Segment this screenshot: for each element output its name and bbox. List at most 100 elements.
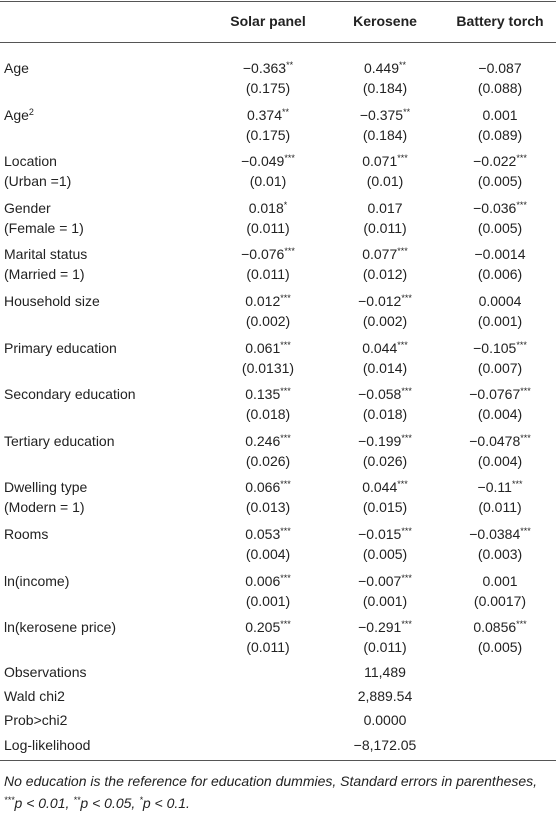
- row-label-text: Rooms: [4, 526, 49, 542]
- coef-value: −0.007: [358, 572, 402, 589]
- stat-label: Log-likelihood: [4, 737, 91, 753]
- coef-value: 0.0004: [478, 293, 522, 309]
- coefficient: 0.061***: [245, 339, 291, 357]
- header-rule: [0, 42, 556, 43]
- coef-value: 0.053: [245, 526, 281, 542]
- std-error: (0.003): [477, 546, 523, 562]
- row-label: Marital status: [4, 245, 87, 263]
- significance: ***: [284, 246, 295, 257]
- row-label-text: ln(income): [4, 572, 70, 589]
- row-label: Gender: [4, 199, 51, 217]
- coef-value: −0.049: [241, 153, 285, 170]
- std-error: (0.089): [477, 126, 523, 143]
- row-label-text: Location: [4, 153, 57, 170]
- coefficient: −0.007***: [358, 572, 412, 590]
- coefficient: 0.001: [482, 106, 517, 124]
- coefficient: 0.044***: [362, 478, 408, 496]
- coef-value: −0.076: [241, 246, 285, 263]
- coef-value: −0.0384: [469, 526, 521, 542]
- significance: ***: [520, 432, 531, 443]
- coef-value: 0.044: [362, 479, 398, 496]
- coef-value: 0.044: [362, 339, 398, 356]
- significance: ***: [280, 386, 291, 397]
- row-label-note: (Modern = 1): [4, 499, 85, 516]
- row-label: Dwelling type: [4, 478, 87, 496]
- coef-value: 0.205: [245, 619, 281, 636]
- coefficient: −0.087: [478, 59, 521, 77]
- row-label-text: Age: [4, 106, 29, 123]
- top-rule: [0, 1, 556, 2]
- coefficient: −0.076***: [241, 245, 295, 263]
- std-error: (0.011): [363, 639, 407, 656]
- coefficient: 0.071***: [362, 152, 408, 170]
- row-label-text: Tertiary education: [4, 432, 115, 449]
- significance: ***: [401, 432, 412, 443]
- significance: ***: [280, 293, 291, 303]
- std-error: (0.01): [366, 173, 404, 190]
- coef-value: 0.0856: [473, 619, 517, 636]
- bottom-rule: [0, 760, 556, 761]
- coef-value: 0.006: [245, 572, 281, 589]
- coef-value: −0.058: [358, 386, 402, 403]
- std-error: (0.015): [362, 499, 408, 516]
- std-error: (0.001): [477, 313, 523, 329]
- stat-value: −8,172.05: [353, 737, 417, 753]
- footnote-stars: ***: [4, 795, 15, 805]
- std-error: (0.018): [245, 406, 291, 423]
- std-error: (0.002): [245, 313, 291, 329]
- row-label: Household size: [4, 292, 100, 310]
- std-error: (0.184): [362, 80, 408, 96]
- std-error: (0.004): [477, 406, 523, 423]
- footnote-note: p < 0.05,: [80, 795, 136, 811]
- significance: **: [282, 106, 290, 117]
- coefficient: 0.0004: [479, 292, 522, 310]
- significance: ***: [401, 572, 412, 583]
- coefficient: 0.017: [367, 199, 402, 217]
- row-label-text: Marital status: [4, 246, 88, 263]
- significance: ***: [280, 526, 291, 536]
- row-label-text: Gender: [4, 199, 51, 216]
- coefficient: −0.049***: [241, 152, 295, 170]
- row-label-text: Household size: [4, 293, 100, 309]
- footnote-stars: **: [73, 795, 81, 805]
- coef-value: −0.0014: [474, 246, 526, 263]
- coef-value: 0.066: [245, 479, 281, 496]
- significance: ***: [516, 153, 527, 164]
- std-error: (0.011): [363, 219, 407, 236]
- std-error: (0.001): [362, 592, 408, 609]
- footnote-note: p < 0.1.: [142, 795, 190, 811]
- coef-value: −0.105: [473, 339, 517, 356]
- coefficient: 0.374**: [247, 106, 289, 124]
- coef-value: −0.363: [242, 60, 287, 76]
- row-label-text: Age: [4, 60, 29, 76]
- std-error: (0.011): [246, 639, 290, 656]
- coef-value: 0.135: [245, 386, 281, 403]
- coef-value: −0.0478: [469, 432, 521, 449]
- coef-value: −0.022: [473, 153, 517, 170]
- std-error: (0.001): [245, 592, 291, 609]
- coefficient: −0.012***: [358, 292, 412, 310]
- row-label: Tertiary education: [4, 432, 115, 450]
- coef-value: 0.071: [362, 153, 398, 170]
- std-error: (0.0017): [473, 592, 527, 609]
- coef-value: 0.001: [482, 106, 518, 123]
- coef-value: 0.449: [363, 60, 400, 76]
- significance: *: [283, 199, 288, 210]
- coefficient: −0.199***: [358, 432, 412, 450]
- row-label: Age: [4, 59, 29, 77]
- coef-value: 0.246: [245, 432, 281, 449]
- row-label: Primary education: [4, 339, 117, 357]
- coefficient: −0.058***: [358, 385, 412, 403]
- row-label-text: ln(kerosene price): [4, 619, 117, 636]
- std-error: (0.012): [362, 266, 408, 283]
- column-header: Battery torch: [456, 13, 544, 29]
- row-label: ln(income): [4, 572, 69, 590]
- std-error: (0.011): [246, 219, 290, 236]
- coef-value: −0.0767: [469, 386, 521, 403]
- coef-value: 0.012: [245, 293, 281, 309]
- coef-value: −0.11: [477, 479, 512, 496]
- coefficient: 0.066***: [245, 478, 291, 496]
- significance: ***: [511, 479, 523, 490]
- std-error: (0.014): [362, 359, 408, 376]
